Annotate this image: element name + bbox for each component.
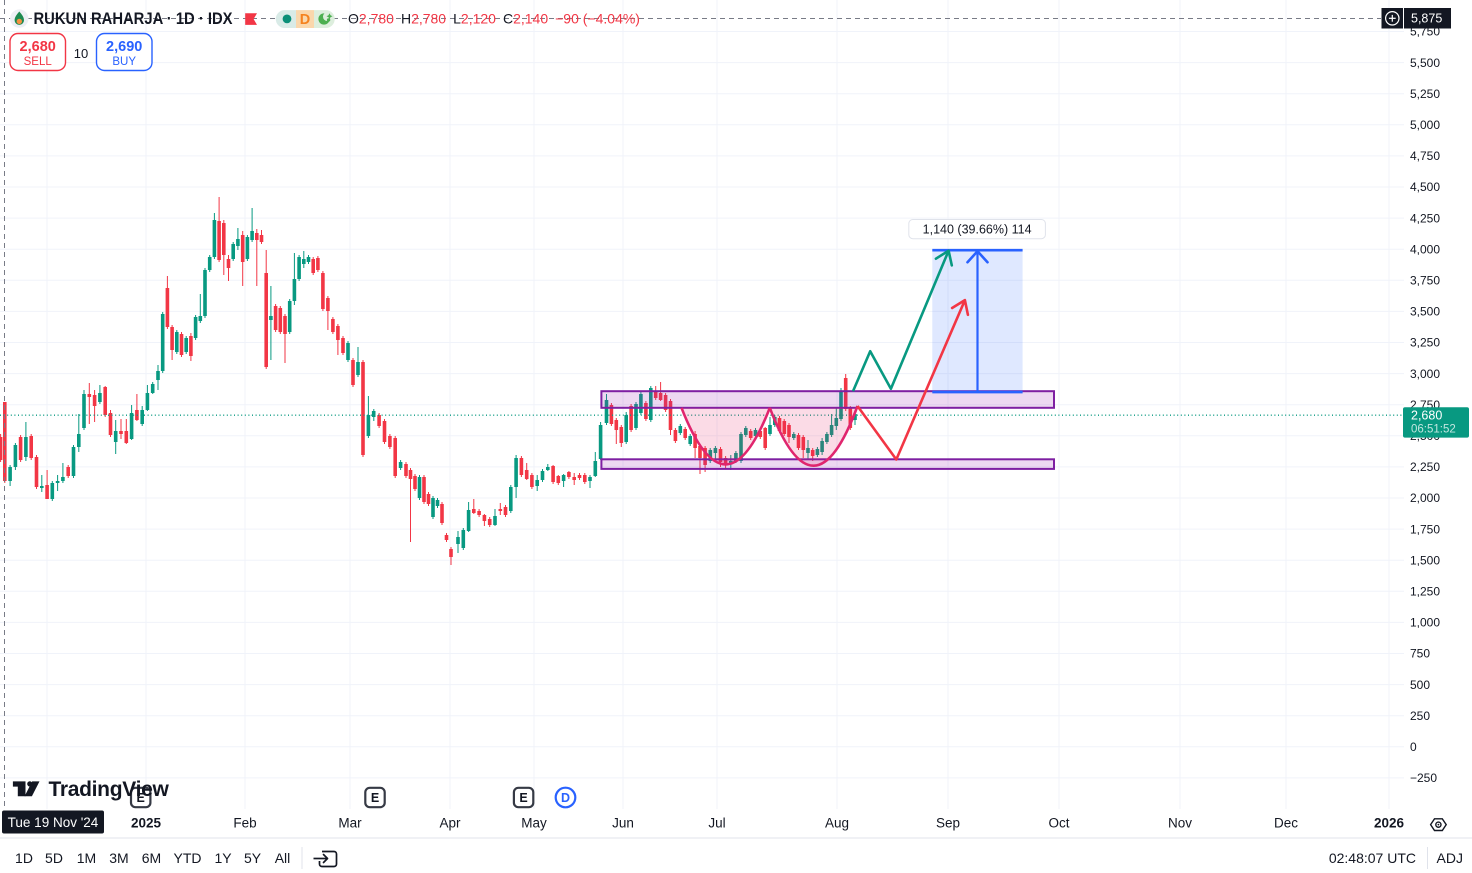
svg-text:5,500: 5,500: [1410, 56, 1440, 70]
svg-text:2026: 2026: [1374, 816, 1405, 831]
svg-text:BUY: BUY: [112, 56, 136, 68]
svg-text:Sep: Sep: [936, 816, 960, 831]
svg-text:Aug: Aug: [825, 816, 849, 831]
svg-text:4,750: 4,750: [1410, 149, 1440, 163]
svg-text:1M: 1M: [77, 850, 96, 866]
svg-text:3,000: 3,000: [1410, 367, 1440, 381]
svg-text:Nov: Nov: [1168, 816, 1192, 831]
svg-text:3,750: 3,750: [1410, 274, 1440, 288]
svg-text:Apr: Apr: [439, 816, 461, 831]
svg-text:4,000: 4,000: [1410, 242, 1440, 256]
svg-text:1,250: 1,250: [1410, 585, 1440, 599]
svg-text:0: 0: [1410, 740, 1417, 754]
svg-text:May: May: [521, 816, 547, 831]
svg-text:5,875: 5,875: [1411, 12, 1442, 26]
svg-text:SELL: SELL: [24, 56, 53, 68]
svg-text:1,750: 1,750: [1410, 522, 1440, 536]
svg-text:2,250: 2,250: [1410, 460, 1440, 474]
svg-text:750: 750: [1410, 647, 1430, 661]
svg-text:E: E: [137, 791, 145, 805]
svg-text:O2,780 H2,780 L2,120 C2,140 −9: O2,780 H2,780 L2,120 C2,140 −90 (−4.04%): [348, 11, 640, 27]
svg-text:Jul: Jul: [708, 816, 725, 831]
svg-text:2,680: 2,680: [1411, 409, 1442, 423]
svg-text:Dec: Dec: [1274, 816, 1298, 831]
svg-text:5,000: 5,000: [1410, 118, 1440, 132]
svg-text:06:51:52: 06:51:52: [1411, 424, 1456, 436]
svg-text:3M: 3M: [109, 850, 128, 866]
svg-text:E: E: [371, 791, 379, 805]
svg-text:500: 500: [1410, 678, 1430, 692]
svg-text:TradingView: TradingView: [49, 778, 170, 801]
svg-text:250: 250: [1410, 709, 1430, 723]
svg-text:3,250: 3,250: [1410, 336, 1440, 350]
svg-text:Feb: Feb: [233, 816, 256, 831]
svg-text:1,000: 1,000: [1410, 616, 1440, 630]
svg-text:3,500: 3,500: [1410, 305, 1440, 319]
svg-text:2,000: 2,000: [1410, 491, 1440, 505]
svg-text:2,680: 2,680: [20, 39, 56, 55]
svg-text:Tue 19 Nov '24: Tue 19 Nov '24: [8, 815, 99, 830]
svg-text:2025: 2025: [131, 816, 162, 831]
svg-text:YTD: YTD: [174, 850, 202, 866]
svg-text:D: D: [300, 12, 310, 28]
svg-text:D: D: [561, 791, 570, 805]
svg-text:10: 10: [74, 46, 88, 61]
svg-text:02:48:07 UTC: 02:48:07 UTC: [1329, 850, 1416, 866]
svg-text:Mar: Mar: [338, 816, 362, 831]
svg-text:5Y: 5Y: [244, 850, 262, 866]
svg-text:4,250: 4,250: [1410, 211, 1440, 225]
svg-text:5D: 5D: [45, 850, 63, 866]
svg-text:E: E: [519, 791, 527, 805]
svg-text:1D: 1D: [15, 850, 33, 866]
svg-text:1,140 (39.66%) 114: 1,140 (39.66%) 114: [923, 223, 1032, 237]
svg-text:ADJ: ADJ: [1437, 850, 1463, 866]
svg-text:1,500: 1,500: [1410, 553, 1440, 567]
svg-text:All: All: [275, 850, 291, 866]
svg-text:1Y: 1Y: [214, 850, 232, 866]
svg-text:5,250: 5,250: [1410, 87, 1440, 101]
svg-text:4,500: 4,500: [1410, 180, 1440, 194]
svg-text:Oct: Oct: [1048, 816, 1069, 831]
svg-text:Jun: Jun: [612, 816, 634, 831]
svg-text:−250: −250: [1410, 771, 1437, 785]
svg-text:RUKUN RAHARJA · 1D · IDX: RUKUN RAHARJA · 1D · IDX: [34, 10, 233, 28]
svg-text:6M: 6M: [142, 850, 161, 866]
svg-text:2,690: 2,690: [106, 39, 142, 55]
